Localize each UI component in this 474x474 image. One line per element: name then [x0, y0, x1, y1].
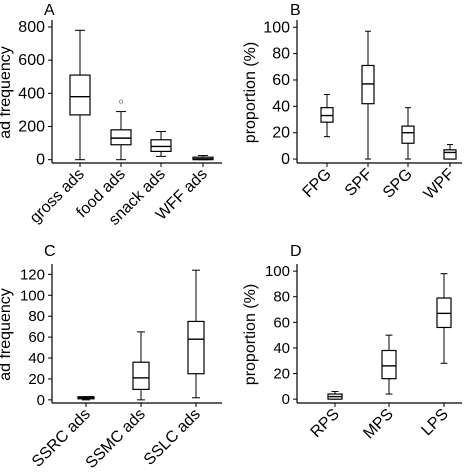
x-tick-label: WPF: [421, 166, 458, 203]
y-tick-label: 40: [273, 340, 290, 357]
iqr-box: [381, 349, 397, 380]
x-tick-label: MPS: [360, 406, 397, 443]
y-tick-label: 60: [28, 329, 45, 346]
box-wff-ads: [192, 155, 214, 161]
y-tick-label: 20: [28, 371, 45, 388]
panel-label: C: [44, 243, 56, 260]
y-tick-label: 20: [273, 366, 290, 383]
y-tick-label: 120: [20, 266, 45, 283]
y-tick-label: 60: [273, 314, 290, 331]
y-tick-label: 80: [273, 289, 290, 306]
box-lps: [436, 273, 452, 364]
y-tick-label: 600: [18, 52, 45, 69]
y-tick-label: 800: [18, 19, 45, 36]
y-tick-label: 40: [272, 98, 290, 115]
box-gross-ads: [69, 29, 91, 161]
y-tick-label: 100: [265, 263, 290, 280]
box-fpg: [320, 93, 334, 138]
y-tick-label: 400: [18, 85, 45, 102]
y-axis-title: ad frequency: [0, 46, 14, 139]
y-tick-label: 200: [18, 119, 45, 136]
x-tick-label: SSMC ads: [83, 406, 149, 472]
box-ssrc-ads: [77, 396, 95, 401]
box-ssmc-ads: [132, 331, 150, 401]
y-tick-label: 80: [28, 308, 45, 325]
x-tick-label: gross ads: [27, 166, 88, 227]
y-tick-label: 0: [281, 151, 290, 168]
y-tick-label: 0: [36, 152, 45, 169]
panel-label: A: [44, 2, 55, 19]
x-tick-label: SPF: [342, 166, 376, 200]
iqr-box: [150, 139, 172, 152]
y-tick-label: 0: [37, 392, 45, 409]
iqr-box: [69, 74, 91, 116]
box-mps: [381, 334, 397, 395]
x-tick-label: SPG: [380, 166, 416, 202]
iqr-box: [187, 320, 205, 375]
box-food-ads: [110, 99, 132, 161]
y-tick-label: 40: [28, 350, 45, 367]
x-tick-label: SSLC ads: [141, 406, 204, 469]
x-tick-label: LPS: [418, 406, 451, 439]
box-snack-ads: [150, 130, 172, 157]
panel-label: D: [290, 243, 302, 260]
box-spg: [401, 107, 415, 160]
iqr-box: [110, 129, 132, 146]
y-tick-label: 100: [263, 19, 290, 36]
y-tick-label: 100: [20, 287, 45, 304]
box-sslc-ads: [187, 269, 205, 399]
y-axis-title: proportion (%): [242, 42, 259, 143]
x-tick-label: FPG: [300, 166, 335, 201]
box-spf: [361, 30, 375, 160]
panel-label: B: [290, 2, 301, 19]
x-tick-label: RPS: [308, 406, 343, 441]
chart-panel-d: D 0 20 40 60 80 100 proportion (%) RPS MPS LPS: [242, 243, 462, 442]
iqr-box: [401, 125, 415, 144]
y-tick-label: 0: [282, 391, 290, 408]
y-axis-title: proportion (%): [242, 284, 259, 385]
iqr-box: [132, 361, 150, 391]
y-tick-label: 80: [272, 46, 290, 63]
outlier-point: [119, 99, 124, 104]
y-tick-label: 60: [272, 72, 290, 89]
box-rps: [327, 390, 343, 400]
box-wpf: [443, 144, 457, 160]
y-tick-label: 20: [272, 125, 290, 142]
y-axis-title: ad frequency: [0, 288, 14, 381]
iqr-box: [443, 149, 457, 160]
